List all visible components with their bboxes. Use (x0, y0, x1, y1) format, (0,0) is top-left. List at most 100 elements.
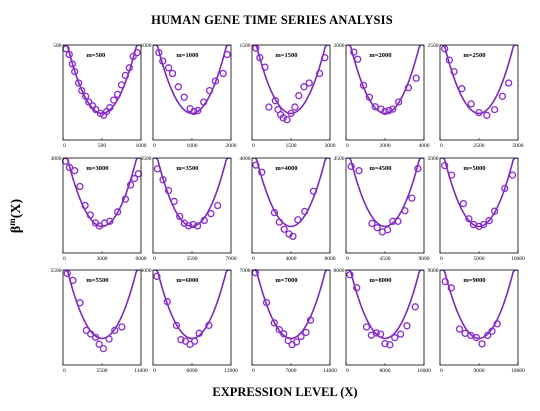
data-point (467, 100, 475, 108)
data-point (121, 195, 130, 203)
data-point (372, 329, 380, 337)
data-point (153, 272, 161, 280)
data-point (110, 96, 118, 104)
data-point (294, 216, 302, 224)
x-tick-label: 2000 (226, 143, 237, 149)
x-tick-label: 16000 (417, 368, 431, 374)
y-tick-top: 5000 (428, 156, 439, 162)
data-point (78, 86, 86, 95)
panel-frame (62, 44, 142, 141)
x-tick-label: 0 (252, 256, 255, 262)
panel-frame (345, 44, 425, 141)
x-tick-label: 0 (153, 256, 156, 262)
data-point (355, 167, 363, 175)
x-tick-label: 5000 (513, 143, 524, 149)
x-tick-label: 3000 (325, 143, 336, 149)
data-point (65, 163, 74, 172)
panel-m=2500: m=2500 2500 0 2500 5000 (428, 43, 524, 149)
data-point (445, 56, 454, 64)
panel-m=9000: m=9000 9000 0 9000 18000 (428, 268, 526, 374)
data-point (193, 222, 202, 230)
data-point (95, 222, 104, 230)
data-point (68, 60, 77, 68)
data-point (389, 217, 397, 225)
data-point (168, 69, 177, 78)
data-point (219, 69, 227, 78)
data-point (300, 83, 308, 91)
data-point (321, 54, 329, 62)
x-tick-label: 6000 (136, 256, 147, 262)
x-tick-label: 12000 (224, 368, 238, 374)
data-point (490, 105, 499, 114)
data-point (164, 186, 173, 195)
data-point (280, 330, 288, 338)
data-point (480, 220, 488, 229)
x-tick-label: 2000 (380, 143, 391, 149)
y-tick-top: 8000 (334, 268, 345, 274)
y-axis-label-argument: (X) (9, 199, 24, 219)
data-point (159, 57, 167, 65)
x-tick-label: 4000 (286, 256, 297, 262)
data-point (95, 340, 103, 348)
x-tick-label: 0 (252, 143, 255, 149)
data-point (85, 98, 93, 106)
x-tick-label: 0 (440, 143, 443, 149)
data-point (111, 326, 119, 335)
data-point (287, 109, 295, 118)
panel-frame (251, 269, 331, 366)
data-point (488, 327, 496, 335)
y-tick-top: 9000 (428, 268, 439, 274)
data-point (190, 107, 198, 116)
panel-m-label: m=6000 (176, 277, 198, 284)
x-tick-label: 4500 (380, 256, 391, 262)
data-point (354, 55, 362, 63)
data-point (159, 176, 167, 184)
data-point (383, 226, 392, 234)
data-point (450, 67, 458, 76)
data-point (223, 50, 231, 59)
y-axis-label-superscript: m (7, 218, 17, 226)
data-point (376, 330, 385, 338)
data-point (63, 269, 71, 278)
panel-m=4000: m=4000 4000 0 4000 8000 (240, 156, 336, 262)
y-tick-top: 7000 (240, 268, 251, 274)
data-point (113, 208, 122, 216)
data-point (501, 184, 509, 193)
x-tick-label: 0 (63, 143, 66, 149)
data-point (91, 333, 100, 342)
data-point (441, 45, 449, 53)
fitted-curve (346, 45, 424, 115)
fitted-curve (346, 158, 424, 228)
panel-m-label: m=5500 (86, 277, 108, 284)
data-point (134, 170, 143, 178)
data-point (365, 93, 374, 101)
panel-frame (62, 157, 142, 254)
panel-frame (345, 269, 425, 366)
data-point (289, 232, 297, 241)
data-point (411, 303, 419, 311)
x-tick-label: 0 (63, 368, 66, 374)
fitted-curve (440, 158, 518, 228)
data-point (391, 334, 399, 342)
x-axis-label: EXPRESSION LEVEL (X) (212, 385, 357, 399)
data-point (190, 337, 199, 345)
x-tick-label: 11000 (134, 368, 148, 374)
data-point (385, 106, 393, 115)
y-tick-top: 3500 (141, 156, 152, 162)
data-point (261, 63, 269, 71)
fitted-curve (252, 158, 330, 228)
data-point (279, 114, 287, 122)
data-point (381, 339, 389, 348)
data-point (105, 335, 113, 343)
data-point (262, 298, 271, 307)
x-tick-label: 0 (153, 143, 156, 149)
panel-frame (251, 44, 331, 141)
data-point (508, 171, 517, 179)
x-tick-label: 0 (346, 143, 349, 149)
data-point (205, 321, 213, 330)
y-tick-top: 6000 (141, 268, 152, 274)
data-point (194, 106, 202, 115)
panel-frame (345, 157, 425, 254)
data-point (76, 299, 84, 307)
